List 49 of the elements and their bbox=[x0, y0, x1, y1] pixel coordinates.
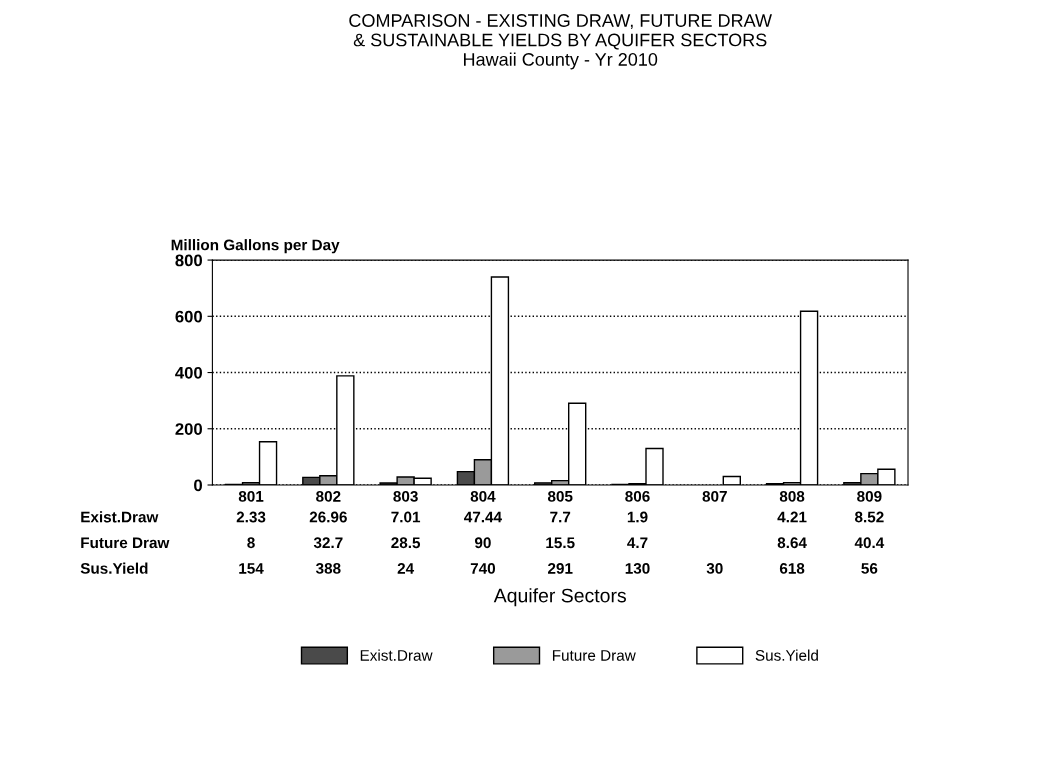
data-label: 30 bbox=[706, 563, 723, 574]
legend-label: Exist.Draw bbox=[360, 649, 433, 661]
y-tick-label: 0 bbox=[194, 479, 202, 492]
x-tick-label: 807 bbox=[702, 490, 727, 502]
data-label: 7.01 bbox=[391, 511, 421, 523]
x-axis-title: Aquifer Sectors bbox=[493, 588, 626, 607]
data-label: 154 bbox=[239, 563, 264, 574]
legend-label: Future Draw bbox=[552, 650, 636, 661]
data-label: 26.96 bbox=[309, 511, 347, 523]
x-tick-label: 801 bbox=[238, 490, 264, 502]
text: Future Draw bbox=[81, 537, 170, 549]
x-tick-label: 808 bbox=[779, 490, 805, 502]
x-tick-label: 806 bbox=[625, 490, 650, 502]
data-label: 56 bbox=[861, 563, 878, 574]
data-label: 4.7 bbox=[627, 537, 648, 548]
y-tick-label: 600 bbox=[175, 310, 202, 323]
data-label: 8.64 bbox=[777, 537, 807, 549]
text: Exist.Draw bbox=[81, 511, 159, 523]
x-tick-label: 802 bbox=[316, 490, 341, 502]
data-label: 1.9 bbox=[627, 511, 648, 523]
data-label: 2.33 bbox=[236, 511, 266, 523]
data-label: 90 bbox=[474, 537, 491, 549]
chart-subtitle: Hawaii County - Yr 2010 bbox=[464, 52, 658, 70]
data-label: 8 bbox=[247, 537, 255, 549]
data-label: 291 bbox=[547, 563, 573, 574]
data-label: 618 bbox=[779, 563, 805, 574]
data-label: 130 bbox=[625, 563, 650, 574]
text: Sus.Yield bbox=[80, 562, 148, 574]
x-tick-label: 809 bbox=[857, 490, 882, 502]
data-label: 8.52 bbox=[854, 511, 884, 523]
data-label: 28.5 bbox=[391, 537, 421, 549]
data-label: 47.44 bbox=[464, 511, 502, 523]
x-tick-label: 804 bbox=[470, 490, 496, 502]
data-label: 40.4 bbox=[854, 537, 885, 549]
y-tick-label: 800 bbox=[175, 254, 202, 267]
data-label: 24 bbox=[397, 563, 415, 574]
data-label: 32.7 bbox=[313, 537, 343, 549]
y-tick-label: 400 bbox=[175, 366, 202, 379]
data-label: 388 bbox=[315, 563, 341, 574]
data-label: 740 bbox=[470, 563, 496, 574]
x-tick-label: 803 bbox=[393, 490, 418, 502]
legend-label: Sus.Yield bbox=[755, 649, 818, 661]
data-label: 7.7 bbox=[550, 511, 571, 523]
chart-title: COMPARISON - EXISTING DRAW, FUTURE DRAW & SUSTAINABLE YIELDS BY AQUIFER SECTORS bbox=[349, 14, 772, 50]
y-tick-label: 200 bbox=[175, 423, 202, 435]
data-label: 15.5 bbox=[546, 537, 575, 549]
y-axis-title: Million Gallons per Day bbox=[171, 239, 340, 254]
data-label: 4.21 bbox=[777, 511, 807, 523]
x-tick-label: 805 bbox=[547, 490, 573, 502]
